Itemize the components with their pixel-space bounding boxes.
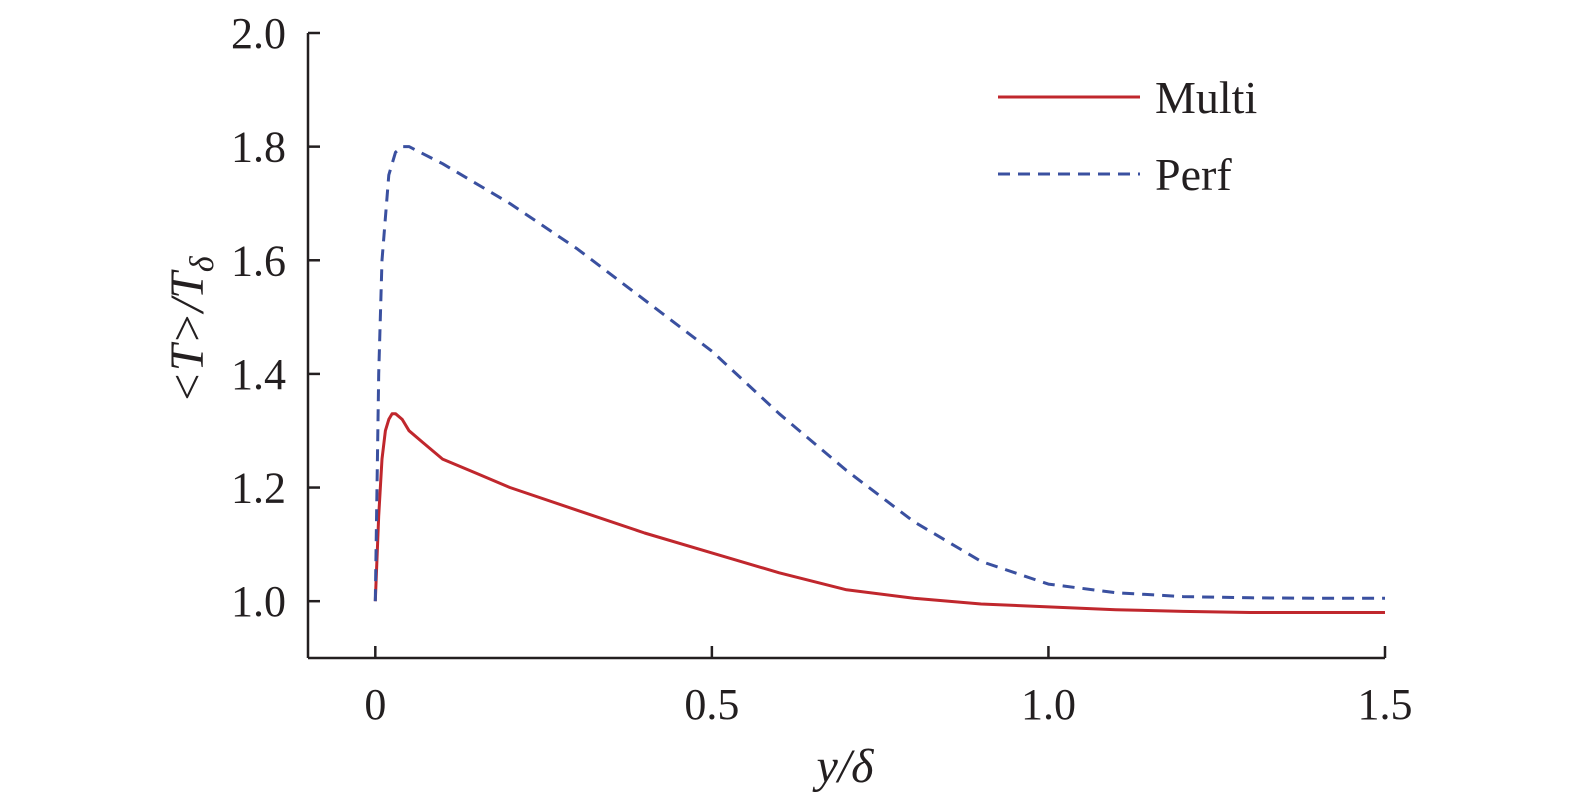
- legend: Multi Perf: [998, 72, 1257, 200]
- series-line-perf: [373, 145, 1385, 602]
- y-tick-label: 1.6: [231, 236, 286, 285]
- y-tick-label: 1.0: [231, 577, 286, 626]
- y-tick-label: 1.8: [231, 123, 286, 172]
- x-tick-label: 0: [364, 680, 386, 729]
- x-tick-label: 0.5: [684, 680, 739, 729]
- legend-label-perf: Perf: [1155, 149, 1232, 200]
- y-tick-label: 1.4: [231, 350, 286, 399]
- y-tick-label: 2.0: [231, 9, 286, 58]
- axes: 1.0 1.2 1.4 1.6 1.8 2.0 0 0.5 1.0 1.5: [231, 9, 1413, 729]
- x-axis-label: y/δ: [812, 740, 875, 793]
- series-line-multi: [373, 412, 1385, 614]
- y-axis-label: <T>/Tδ: [161, 255, 221, 404]
- x-tick-label: 1.5: [1358, 680, 1413, 729]
- y-tick-label: 1.2: [231, 464, 286, 513]
- series-layer: [373, 145, 1385, 614]
- x-tick-label: 1.0: [1021, 680, 1076, 729]
- legend-label-multi: Multi: [1155, 72, 1257, 123]
